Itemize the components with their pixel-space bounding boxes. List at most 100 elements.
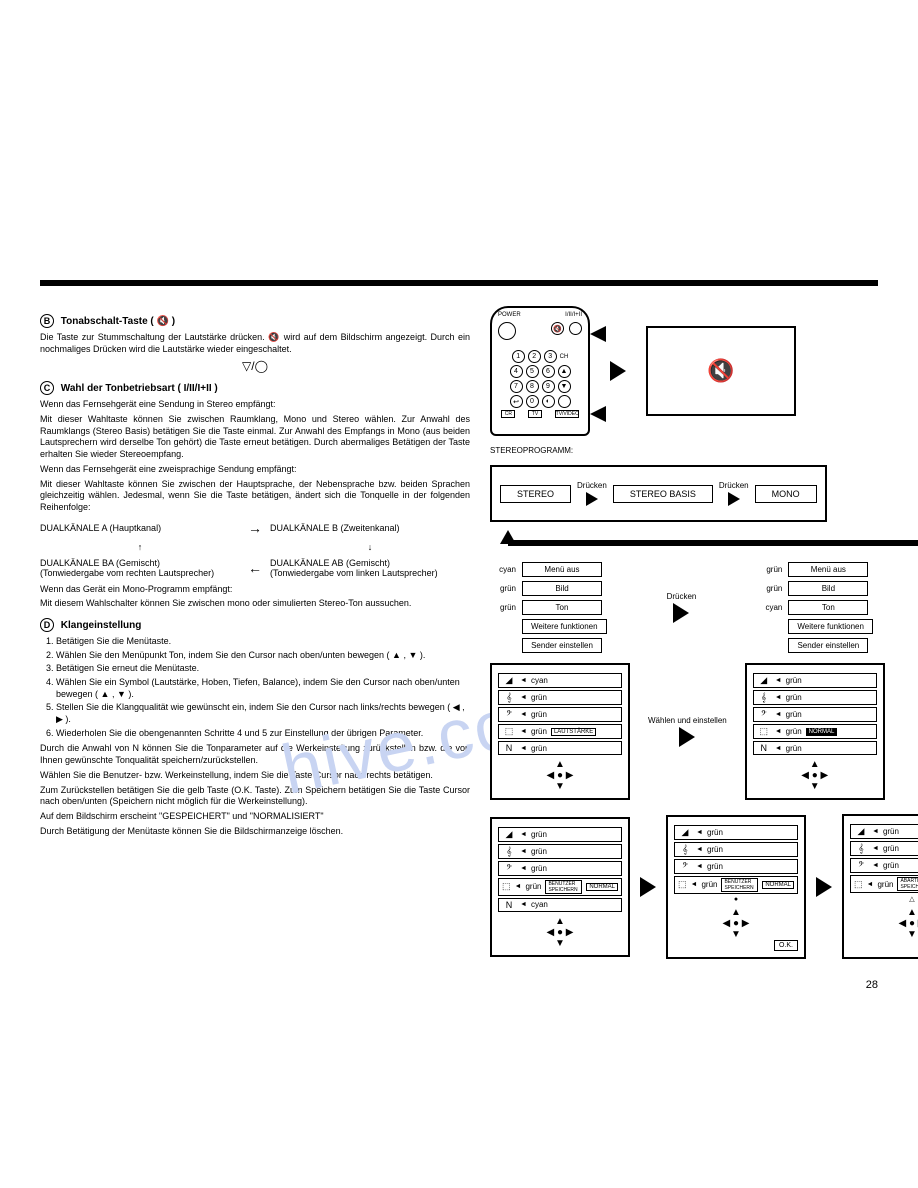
menu-right: grünMenü aus grünBild cyanTon Weitere fu… [756, 562, 873, 653]
section-b-text: Die Taste zur Stummschaltung der Lautstä… [40, 332, 470, 355]
dual-ba: DUALKÄNALE BA (Gemischt) (Tonwiedergabe … [40, 558, 240, 578]
arrow-r2-1 [640, 877, 656, 897]
left-column: B Tonabschalt-Taste ( 🔇 ) Die Taste zur … [40, 306, 470, 959]
mute-button: 🔇 [551, 322, 564, 335]
remote-and-screen-row: POWER I/II/I+II 🔇 1 2 3 CH 4 [490, 306, 918, 436]
section-b-symbol: ▽/◯ [40, 359, 470, 373]
menu-item: Weitere funktionen [522, 619, 607, 634]
circled-b: B [40, 314, 54, 328]
right-column: POWER I/II/I+II 🔇 1 2 3 CH 4 [490, 306, 918, 959]
section-d-p3: Zum Zurückstellen betätigen Sie die gelb… [40, 785, 470, 808]
section-c-p2-label: Wenn das Fernsehgerät eine zweisprachige… [40, 464, 470, 476]
menu-item: Menü aus [522, 562, 602, 577]
dual-a: DUALKÄNALE A (Hauptkanal) [40, 523, 240, 533]
power-button [498, 322, 516, 340]
osd-box-5: ◢◄grün 𝄞◄grün 𝄢◄grün ⬚◄grünABARTIG SPEIC… [842, 814, 918, 959]
step-2: Wählen Sie den Menüpunkt Ton, indem Sie … [56, 650, 470, 662]
section-d-steps: Betätigen Sie die Menütaste. Wählen Sie … [56, 636, 470, 740]
mode-label: I/II/I+II [565, 312, 582, 318]
osd-row-2: ◢◄grün 𝄞◄grün 𝄢◄grün ⬚◄grünBENUTZER SPEI… [490, 814, 918, 959]
stereo-box-3: MONO [755, 485, 817, 503]
menu-left: cyanMenü aus grünBild grünTon Weitere fu… [490, 562, 607, 653]
loop-bar [508, 540, 918, 546]
btn-vol [558, 395, 571, 408]
section-c-p1-label: Wenn das Fernsehgerät eine Sendung in St… [40, 399, 470, 411]
btn-6: 6 [542, 365, 555, 378]
menu-item: Ton [522, 600, 602, 615]
section-c-title: C Wahl der Tonbetriebsart ( I/II/I+II ) [40, 381, 470, 395]
pointer-2 [590, 406, 606, 424]
stereo-box-2: STEREO BASIS [613, 485, 713, 503]
btn-ret: ↩ [510, 395, 523, 408]
btn-1: 1 [512, 350, 525, 363]
arrow-r2-2 [816, 877, 832, 897]
ok-button: O.K. [774, 940, 798, 951]
btn-3: 3 [544, 350, 557, 363]
osd-row-1: ◢◄cyan 𝄞◄grün 𝄢◄grün ⬚◄grünLAUTSTÄRKE N◄… [490, 663, 918, 800]
btn-7: 7 [510, 380, 523, 393]
ch-label: CH [560, 354, 569, 360]
section-c-p1: Mit dieser Wahltaste können Sie zwischen… [40, 414, 470, 461]
osd-box-4: ◢◄grün 𝄞◄grün 𝄢◄grün ⬚◄grünBENUTZER SPEI… [666, 815, 806, 959]
circled-d: D [40, 618, 54, 632]
pointer-1 [590, 326, 606, 344]
btn-8: 8 [526, 380, 539, 393]
dual-row-arrows: ↑ ↓ [40, 542, 470, 552]
section-d-p4: Auf dem Bildschirm erscheint "GESPEICHER… [40, 811, 470, 823]
section-c-p2: Mit dieser Wahltaste können Sie zwischen… [40, 479, 470, 514]
power-label: POWER [498, 312, 521, 318]
dual-ab: DUALKÄNALE AB (Gemischt) (Tonwiedergabe … [270, 558, 470, 578]
btn-0: 0 [526, 395, 539, 408]
menu-item: Sender einstellen [522, 638, 602, 653]
osd-box-3: ◢◄grün 𝄞◄grün 𝄢◄grün ⬚◄grünBENUTZER SPEI… [490, 817, 630, 957]
stereo-heading: STEREOPROGRAMM: [490, 446, 918, 455]
ch-down: ▼ [558, 380, 571, 393]
ch-up: ▲ [558, 365, 571, 378]
dual-b: DUALKÄNALE B (Zweitenkanal) [270, 523, 470, 533]
dual-row-1: DUALKÄNALE A (Hauptkanal) → DUALKÄNALE B… [40, 520, 470, 536]
step-5: Stellen Sie die Klangqualität wie gewüns… [56, 702, 470, 725]
step-3: Betätigen Sie erneut die Menütaste. [56, 663, 470, 675]
btn-9: 9 [542, 380, 555, 393]
step-4: Wählen Sie ein Symbol (Lautstärke, Hoben… [56, 677, 470, 700]
menu-arrow: Drücken [667, 562, 697, 653]
circled-c: C [40, 381, 54, 395]
menu-item: Weitere funktionen [788, 619, 873, 634]
btn-4: 4 [510, 365, 523, 378]
header-black-bar [40, 280, 878, 286]
section-c-p3-label: Wenn das Gerät ein Mono-Programm empfäng… [40, 584, 470, 596]
step-1: Betätigen Sie die Menütaste. [56, 636, 470, 648]
osd-box-2: ◢◄grün 𝄞◄grün 𝄢◄grün ⬚◄grünNORMAL N◄grün… [745, 663, 885, 800]
section-b-heading: Tonabschalt-Taste ( 🔇 ) [61, 316, 175, 327]
arrow-left-1: ← [240, 560, 270, 576]
tv-btn: TV [528, 410, 542, 418]
menu-item: Sender einstellen [788, 638, 868, 653]
btn-2: 2 [528, 350, 541, 363]
cr-btn: CR [501, 410, 515, 418]
menu-item: Bild [788, 581, 868, 596]
remote-diagram: POWER I/II/I+II 🔇 1 2 3 CH 4 [490, 306, 590, 436]
section-d-p5: Durch Betätigung der Menütaste können Si… [40, 826, 470, 838]
wahlen-label: Wählen und einstellen [648, 716, 727, 747]
menu-item: Menü aus [788, 562, 868, 577]
section-c-p3: Mit diesem Wahlschalter können Sie zwisc… [40, 598, 470, 610]
stereo-box-1: STEREO [500, 485, 571, 503]
menu-item: Bild [522, 581, 602, 596]
mute-icon: 🔇 [707, 358, 734, 384]
osd-box-1: ◢◄cyan 𝄞◄grün 𝄢◄grün ⬚◄grünLAUTSTÄRKE N◄… [490, 663, 630, 800]
page-number: 28 [0, 979, 878, 991]
dual-row-2: DUALKÄNALE BA (Gemischt) (Tonwiedergabe … [40, 558, 470, 578]
arrow-down: ↓ [270, 542, 470, 552]
section-c-heading: Wahl der Tonbetriebsart ( I/II/I+II ) [61, 383, 218, 394]
step-6: Wiederholen Sie die obengenannten Schrit… [56, 728, 470, 740]
section-d-p2: Wählen Sie die Benutzer- bzw. Werkeinste… [40, 770, 470, 782]
btn-5: 5 [526, 365, 539, 378]
btn-pic: ◐ [542, 395, 555, 408]
section-d-heading: Klangeinstellung [61, 620, 142, 631]
tvvideo-btn: TV/VIDEO [555, 410, 579, 418]
arrow-to-screen [610, 361, 626, 381]
mute-screen: 🔇 [646, 326, 796, 416]
arrow-up: ↑ [40, 542, 240, 552]
mode-button [569, 322, 582, 335]
stereo-flow: STEREO Drücken STEREO BASIS Drücken MONO [490, 465, 918, 522]
